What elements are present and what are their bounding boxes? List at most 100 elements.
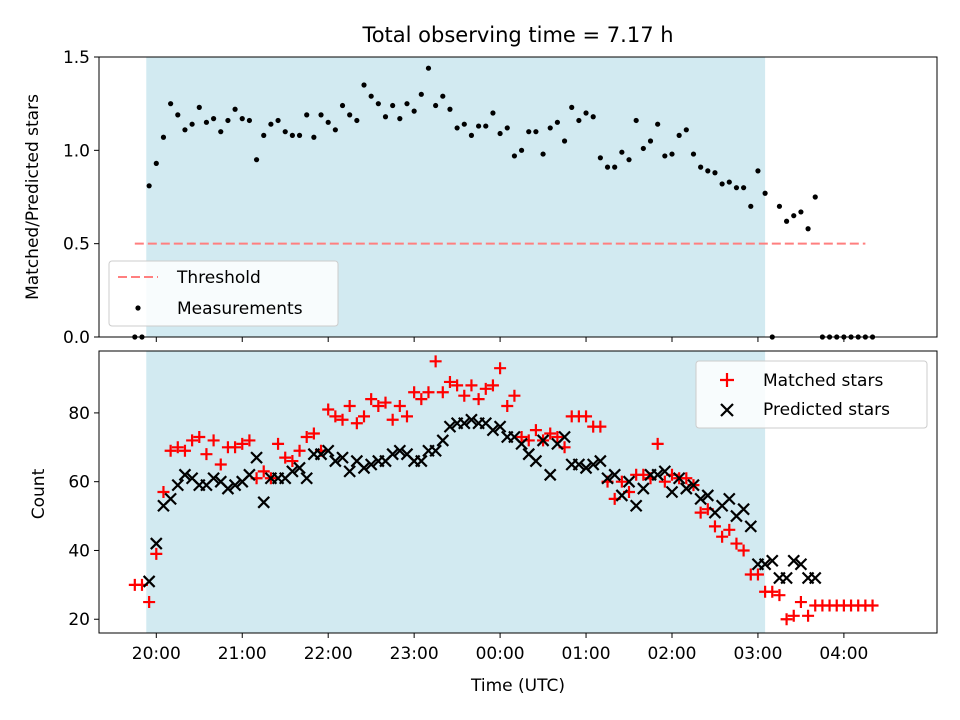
predicted-star-point xyxy=(737,502,750,516)
predicted-star-point xyxy=(572,458,586,471)
predicted-star-point xyxy=(780,571,793,585)
count-panel: 20 40 60 80 20:00 21:00 22:00 23:00 00:00 01:00 0… xyxy=(29,350,938,696)
matched-star-point xyxy=(723,523,736,536)
matched-star-point xyxy=(365,393,378,406)
matched-star-point xyxy=(171,441,184,454)
matched-star-point xyxy=(329,410,342,423)
x-tick-label: 03:00 xyxy=(733,644,782,664)
predicted-star-point xyxy=(257,496,271,509)
matched-star-point xyxy=(243,434,256,447)
predicted-star-point xyxy=(529,454,543,468)
predicted-star-point xyxy=(293,461,306,475)
matched-star-point xyxy=(193,430,206,443)
predicted-star-point xyxy=(765,554,779,568)
measurement-point xyxy=(526,129,532,135)
matched-star-point xyxy=(766,585,779,598)
matched-star-point xyxy=(358,410,371,423)
measurement-point xyxy=(268,121,274,127)
matched-star-point xyxy=(322,403,335,416)
measurement-point xyxy=(454,125,460,131)
predicted-star-point xyxy=(658,465,672,478)
matched-star-point xyxy=(178,444,191,457)
matched-star-point xyxy=(694,506,707,519)
predicted-star-point xyxy=(150,537,163,550)
matched-star-point xyxy=(157,486,170,498)
measurement-point xyxy=(253,157,260,163)
predicted-star-point xyxy=(314,447,328,461)
predicted-star-point xyxy=(629,499,643,513)
legend-threshold-label: Threshold xyxy=(176,268,261,288)
count-x-ticks: 20:00 21:00 22:00 23:00 00:00 01:00 02:00 03:00… xyxy=(132,633,868,664)
measurement-point xyxy=(203,119,210,125)
matched-star-point xyxy=(594,420,607,433)
measurement-point xyxy=(397,116,403,122)
matched-star-point xyxy=(515,430,528,443)
matched-star-point xyxy=(379,396,392,409)
measurement-point xyxy=(733,185,740,191)
predicted-star-point xyxy=(343,465,356,478)
measurement-point xyxy=(182,127,188,133)
measurement-point xyxy=(382,114,389,120)
measurement-point xyxy=(347,112,353,118)
measurement-point xyxy=(683,127,689,133)
matched-star-point xyxy=(780,613,793,626)
predicted-star-point xyxy=(744,520,758,533)
x-tick-label: 04:00 xyxy=(819,644,868,664)
matched-star-point xyxy=(658,475,671,488)
predicted-star-point xyxy=(536,434,550,447)
predicted-star-point xyxy=(680,482,693,495)
y-tick-label: 20 xyxy=(68,610,90,630)
measurement-point xyxy=(490,110,496,116)
measurement-point xyxy=(762,190,768,196)
predicted-star-points xyxy=(142,413,822,588)
measurement-point xyxy=(755,168,761,174)
measurement-point xyxy=(554,119,560,125)
matched-star-point xyxy=(529,424,542,437)
predicted-star-point xyxy=(336,451,349,464)
measurement-point xyxy=(296,132,303,138)
measurement-point xyxy=(741,185,747,191)
measurement-point xyxy=(483,123,489,129)
predicted-star-point xyxy=(415,454,428,468)
measurement-point xyxy=(612,164,618,170)
predicted-star-point xyxy=(493,420,507,433)
count-legend: Matched stars Predicted stars xyxy=(695,360,928,429)
predicted-star-point xyxy=(808,571,822,585)
predicted-star-point xyxy=(164,492,177,506)
y-tick-label: 40 xyxy=(68,541,90,561)
measurement-point xyxy=(597,155,603,161)
measurement-point xyxy=(690,151,697,157)
x-tick-label: 22:00 xyxy=(304,644,353,664)
matched-star-point xyxy=(186,434,199,447)
matched-star-point xyxy=(214,458,227,471)
measurement-point xyxy=(246,117,253,124)
matched-star-point xyxy=(293,444,306,457)
x-tick-label: 01:00 xyxy=(562,644,611,664)
ratio-y-axis-label: Matched/Predicted stars xyxy=(23,94,43,300)
matched-star-point xyxy=(708,520,721,533)
measurement-point xyxy=(354,117,360,124)
predicted-star-point xyxy=(443,420,457,433)
figure-title: Total observing time = 7.17 h xyxy=(361,23,673,47)
predicted-star-point xyxy=(694,492,707,506)
measurement-point xyxy=(325,119,331,125)
measurement-point xyxy=(282,129,288,135)
predicted-star-point xyxy=(651,468,664,482)
measurement-point xyxy=(533,129,539,135)
matched-star-point xyxy=(372,400,385,413)
measurement-point xyxy=(776,203,783,209)
matched-star-point xyxy=(436,386,449,399)
predicted-star-point xyxy=(637,482,650,495)
matched-star-point xyxy=(386,413,399,426)
legend-predicted-swatch xyxy=(720,403,734,417)
measurement-point xyxy=(468,132,475,138)
matched-star-point xyxy=(408,386,421,399)
predicted-star-point xyxy=(615,489,629,502)
y-tick-label: 1.0 xyxy=(63,141,90,161)
matched-star-point xyxy=(451,379,464,392)
predicted-star-point xyxy=(665,485,679,499)
measurement-point xyxy=(418,91,424,97)
predicted-star-point xyxy=(594,454,607,468)
measurement-point xyxy=(289,132,295,138)
predicted-star-point xyxy=(794,557,808,571)
